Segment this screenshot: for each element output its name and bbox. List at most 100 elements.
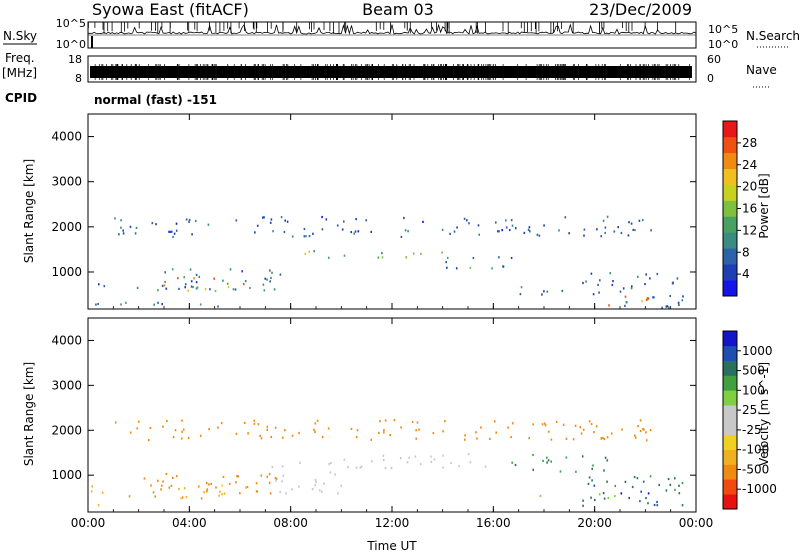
power-echo-region: [304, 250, 449, 259]
velocity-echo-region: [90, 485, 104, 507]
power-colorbar-segment: [723, 121, 737, 138]
nsearch-label: N.Search: [746, 29, 800, 43]
power-x-axis: [87, 114, 697, 309]
power-ytick-label: 4000: [51, 130, 82, 144]
velocity-echo-region: [539, 493, 616, 500]
freq-band: [90, 66, 692, 78]
velocity-xtick-label: 08:00: [273, 516, 308, 530]
velocity-colorbar-tick-label: 500: [742, 364, 765, 378]
velocity-y-axis: 1000 2000 3000 4000: [51, 333, 696, 482]
velocity-ytick-label: 2000: [51, 423, 82, 437]
velocity-colorbar-segment: [723, 434, 737, 450]
power-echo-region: [114, 215, 652, 238]
velocity-echo-region: [620, 490, 659, 507]
power-colorbar-tick-label: 8: [742, 245, 750, 259]
power-ylabel: Slant Range [km]: [22, 159, 36, 263]
velocity-colorbar-segment: [723, 390, 737, 406]
velocity-colorbar-tick-label: -1000: [742, 482, 777, 496]
power-echo-region: [582, 272, 684, 309]
power-colorbar-segment: [723, 280, 737, 297]
velocity-colorbar-tick-label: -500: [742, 462, 769, 476]
velocity-colorbar-tick-label: 1000: [742, 344, 773, 358]
power-colorbar-tick-label: 16: [742, 202, 757, 216]
velocity-colorbar-tick-label: -25: [742, 423, 762, 437]
velocity-panel-bg: [88, 318, 696, 512]
power-colorbar-segment: [723, 136, 737, 154]
velocity-colorbar-segment: [723, 331, 737, 347]
velocity-xtick-label: 20:00: [577, 516, 612, 530]
velocity-colorbar-segment: [723, 494, 737, 510]
nave-label: Nave: [746, 63, 777, 77]
freq-label-line2: [MHz]: [2, 66, 37, 80]
velocity-colorbar-segment: [723, 449, 737, 465]
power-ytick-label: 3000: [51, 175, 82, 189]
noise-left-top-tick: 10^5: [56, 17, 86, 30]
power-colorbar-segment: [723, 200, 737, 217]
power-colorbar-segment: [723, 184, 737, 201]
power-colorbar-label: Power [dB]: [757, 173, 771, 238]
velocity-echo-region: [511, 453, 609, 473]
power-colorbar-segment: [723, 168, 737, 185]
power-colorbar: 4 8 12 16 20 24 28: [722, 120, 757, 297]
velocity-xtick-label: 16:00: [476, 516, 511, 530]
power-y-axis: 1000 2000 3000 4000: [51, 130, 696, 279]
power-colorbar-tick-label: 24: [742, 158, 757, 172]
velocity-colorbar-segment: [723, 405, 737, 421]
nsky-label: N.Sky: [3, 29, 37, 43]
freq-trace: [90, 64, 692, 80]
velocity-echo-region: [343, 453, 487, 470]
power-colorbar-segment: [723, 152, 737, 170]
velocity-colorbar-label: Velocity [m s^-1]: [757, 362, 771, 466]
power-ytick-label: 2000: [51, 220, 82, 234]
velocity-echo-region: [114, 419, 652, 442]
velocity-echo-region: [178, 484, 247, 500]
power-colorbar-segment: [723, 232, 737, 249]
noise-sky-line: [87, 23, 697, 35]
power-colorbar-tick-label: 28: [742, 136, 757, 150]
velocity-xtick-label: 12:00: [375, 516, 410, 530]
noise-spikes: [88, 22, 677, 34]
station-title: Syowa East (fitACF): [92, 0, 249, 19]
date-title: 23/Dec/2009: [589, 0, 692, 19]
velocity-colorbar-segment: [723, 479, 737, 495]
velocity-ytick-label: 3000: [51, 378, 82, 392]
beam-title: Beam 03: [362, 0, 434, 19]
cpid-label: CPID: [5, 91, 37, 105]
velocity-xtick-label: 00:00: [71, 516, 106, 530]
freq-left-top-tick: 18: [68, 53, 82, 66]
power-colorbar-segment: [723, 264, 737, 281]
power-echo-region: [95, 283, 106, 306]
velocity-ytick-label: 4000: [51, 333, 82, 347]
time-xlabel: Time UT: [366, 539, 417, 553]
velocity-colorbar-tick-label: 25: [742, 403, 757, 417]
velocity-x-axis: 00:00 04:00 08:00 12:00 16:00 20:00 00:00: [71, 318, 714, 530]
velocity-colorbar-segment: [723, 360, 737, 376]
velocity-xtick-label: 00:00: [679, 516, 714, 530]
velocity-echoes: [90, 419, 684, 507]
freq-right-bottom-tick: 0: [707, 72, 714, 85]
freq-left-bottom-tick: 8: [75, 72, 82, 85]
velocity-echo-region: [582, 475, 684, 507]
power-echoes: [95, 215, 684, 309]
velocity-echo-region: [128, 472, 278, 500]
velocity-colorbar-segment: [723, 420, 737, 436]
velocity-colorbar-segment: [723, 345, 737, 361]
velocity-colorbar-segment: [723, 375, 737, 391]
cpid-text: normal (fast) -151: [94, 93, 217, 107]
freq-panel-frame: [87, 55, 697, 83]
power-echo-region: [519, 286, 564, 296]
power-colorbar-segment: [723, 248, 737, 265]
freq-label-line1: Freq.: [5, 51, 35, 65]
freq-right-top-tick: 60: [707, 53, 721, 66]
velocity-colorbar-tick-label: -100: [742, 443, 769, 457]
velocity-echo-region: [271, 461, 342, 495]
velocity-colorbar: 1000 500 100 25 -25 -100 -500 -1000: [722, 330, 777, 510]
noise-sky-trace: [87, 22, 697, 48]
noise-right-bottom-tick: 10^0: [708, 38, 738, 51]
velocity-colorbar-frame: [722, 330, 738, 510]
noise-right-top-tick: 10^5: [708, 23, 738, 36]
power-ytick-label: 1000: [51, 265, 82, 279]
velocity-ytick-label: 1000: [51, 468, 82, 482]
power-colorbar-tick-label: 20: [742, 180, 757, 194]
power-echo-region: [157, 277, 251, 293]
